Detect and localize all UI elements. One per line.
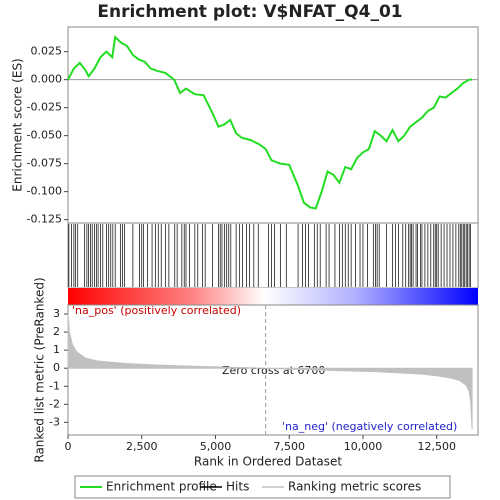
y-tick-label: -2 — [49, 397, 60, 410]
es-panel — [67, 26, 479, 224]
legend-label: Enrichment profile — [106, 480, 217, 494]
x-tick-label: 0 — [65, 440, 72, 453]
x-tick-label: 10,000 — [344, 440, 383, 453]
chart-title: Enrichment plot: V$NFAT_Q4_01 — [97, 2, 402, 22]
metric-area — [67, 313, 473, 430]
color-band — [68, 288, 478, 305]
legend-label: Ranking metric scores — [288, 480, 421, 494]
y-tick-label: 0 — [53, 361, 60, 374]
annotation: 'na_neg' (negatively correlated) — [282, 420, 457, 433]
y-tick-label: 0.000 — [31, 73, 63, 86]
y-axis-label: Ranked list metric (PreRanked) — [33, 277, 47, 462]
annotation: 'na_pos' (positively correlated) — [72, 304, 241, 317]
y-tick-label: -0.125 — [27, 213, 62, 226]
x-axis-label: Rank in Ordered Dataset — [194, 455, 342, 469]
x-tick-label: 12,500 — [417, 440, 456, 453]
y-tick-label: -3 — [49, 415, 60, 428]
y-tick-label: 3 — [53, 307, 60, 320]
x-tick-label: 2,500 — [126, 440, 158, 453]
y-tick-label: -0.025 — [27, 101, 62, 114]
x-tick-label: 7,500 — [273, 440, 305, 453]
y-tick-label: 2 — [53, 325, 60, 338]
x-tick-label: 5,000 — [200, 440, 232, 453]
enrichment-line — [67, 35, 473, 210]
y-axis-label: Enrichment score (ES) — [11, 58, 25, 191]
y-tick-label: -0.100 — [27, 185, 62, 198]
hits-panel — [67, 222, 479, 289]
y-tick-label: 1 — [53, 343, 60, 356]
y-tick-label: -1 — [49, 379, 60, 392]
y-tick-label: 0.025 — [31, 45, 63, 58]
legend-label: Hits — [226, 480, 249, 494]
y-tick-label: -0.050 — [27, 129, 62, 142]
annotation: Zero cross at 6700 — [222, 364, 325, 377]
y-tick-label: -0.075 — [27, 157, 62, 170]
